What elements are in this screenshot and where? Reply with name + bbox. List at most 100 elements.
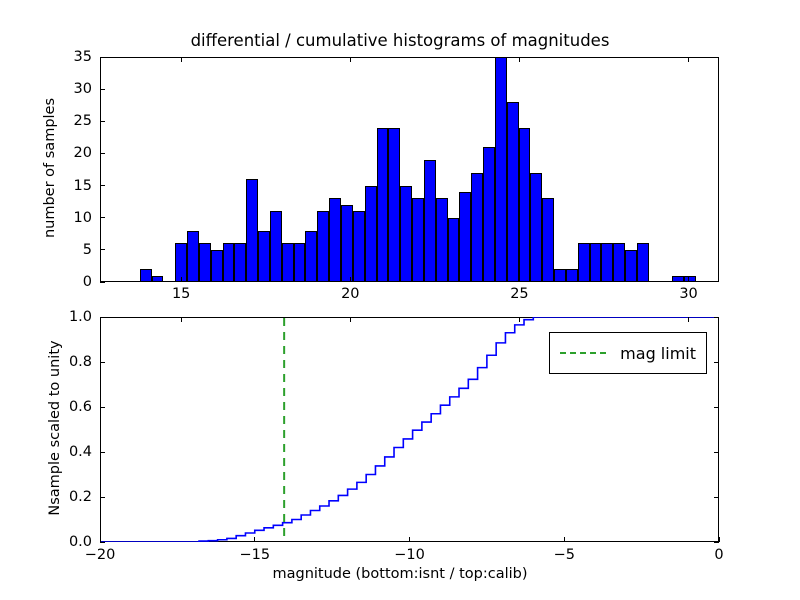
bottom-ytick-mark <box>100 316 105 318</box>
histogram-bar <box>400 185 413 282</box>
legend-label: mag limit <box>620 343 696 363</box>
histogram-bar <box>459 192 472 282</box>
histogram-bar <box>317 211 330 282</box>
histogram-bar <box>518 127 531 282</box>
bottom-top-axis-tick-mark <box>349 317 351 322</box>
histogram-bar <box>364 185 377 282</box>
bottom-ytick-mark-right <box>714 541 719 543</box>
histogram-bar <box>672 275 685 282</box>
bottom-ytick-mark-right <box>714 406 719 408</box>
histogram-bar <box>198 243 211 282</box>
histogram-bar <box>412 198 424 282</box>
top-ytick-label: 35 <box>73 49 92 65</box>
top-ytick-mark <box>100 217 105 219</box>
histogram-bar <box>577 243 590 282</box>
histogram-bar <box>341 204 353 282</box>
histogram-bar <box>222 243 235 282</box>
bottom-xtick-mark <box>99 537 101 542</box>
top-ytick-label: 0 <box>82 274 92 290</box>
bottom-ytick-label: 0.0 <box>68 534 92 550</box>
bottom-ytick-mark-right <box>714 496 719 498</box>
top-xtick-mark <box>180 57 182 62</box>
histogram-bar <box>636 243 649 282</box>
top-ytick-mark <box>100 152 105 154</box>
top-xtick-label: 15 <box>171 286 191 302</box>
histogram-bar <box>352 211 365 282</box>
bottom-ytick-mark <box>100 406 105 408</box>
top-xtick-mark <box>349 57 351 62</box>
bottom-ytick-label: 0.8 <box>68 354 92 370</box>
bottom-top-axis-tick-mark <box>688 317 690 322</box>
histogram-bar <box>281 243 294 282</box>
bottom-xtick-mark <box>563 537 565 542</box>
bottom-ytick-label: 1.0 <box>68 309 92 325</box>
histogram-bar <box>151 275 164 282</box>
histogram-bar <box>376 127 389 282</box>
histogram-bar <box>329 198 341 282</box>
top-xtick-mark <box>180 277 182 282</box>
top-xtick-mark <box>518 277 520 282</box>
top-ytick-label: 25 <box>73 113 92 130</box>
histogram-bar <box>625 249 637 282</box>
cumulative-curve-plot <box>100 317 719 542</box>
top-xtick-label: 30 <box>679 286 698 302</box>
top-ytick-label: 5 <box>82 241 92 258</box>
histogram-bar <box>494 57 507 282</box>
histogram-bar <box>246 179 259 282</box>
top-ytick-label: 20 <box>73 145 92 162</box>
histogram-bar <box>139 269 152 282</box>
histogram-bar <box>471 172 484 282</box>
bottom-xtick-label: 0 <box>714 547 724 563</box>
top-ytick-mark <box>100 120 105 122</box>
bottom-ytick-mark <box>100 451 105 453</box>
top-panel-axes <box>100 57 719 282</box>
bottom-top-axis-tick-mark <box>180 317 182 322</box>
histogram-bar <box>506 102 519 282</box>
histogram-bar <box>388 127 401 282</box>
histogram-bar <box>530 172 543 282</box>
histogram-bar <box>187 230 199 282</box>
bottom-ytick-label: 0.6 <box>68 399 92 415</box>
histogram-bar <box>483 147 495 282</box>
top-ytick-label: 15 <box>73 177 92 194</box>
top-xtick-mark <box>688 57 690 62</box>
bottom-ytick-mark-right <box>714 316 719 318</box>
bottom-xtick-label: −15 <box>239 547 271 563</box>
top-ytick-mark <box>100 56 105 58</box>
histogram-bar <box>210 249 223 282</box>
bottom-xtick-label: −5 <box>553 547 575 563</box>
bottom-xtick-mark <box>718 537 720 542</box>
legend-dash-swatch <box>560 352 607 354</box>
bottom-ytick-mark <box>100 496 105 498</box>
top-ytick-label: 10 <box>73 209 92 226</box>
legend[interactable]: mag limit <box>549 332 707 374</box>
top-ytick-mark <box>100 88 105 90</box>
histogram-bar <box>447 217 460 282</box>
histogram-bar <box>435 198 448 282</box>
histogram-bar <box>269 211 282 282</box>
bottom-ytick-label: 0.4 <box>68 444 92 460</box>
histogram-bar <box>234 243 247 282</box>
top-ytick-mark <box>100 281 105 283</box>
histogram-bar <box>258 230 270 282</box>
histogram-bars <box>100 57 719 282</box>
top-xtick-label: 20 <box>341 286 360 302</box>
bottom-panel-xlabel: magnitude (bottom:isnt / top:calib) <box>272 566 528 582</box>
bottom-panel-ylabel: Nsample scaled to unity <box>47 340 63 516</box>
histogram-bar <box>542 198 555 282</box>
bottom-panel-axes: mag limit <box>100 317 719 542</box>
bottom-xtick-mark <box>254 537 256 542</box>
histogram-bar <box>589 243 602 282</box>
histogram-bar <box>684 275 697 282</box>
top-ytick-mark <box>100 249 105 251</box>
bottom-xtick-label: −10 <box>394 547 425 563</box>
histogram-bar <box>305 230 318 282</box>
histogram-bar <box>565 269 578 282</box>
histogram-bar <box>293 243 306 282</box>
top-ytick-label: 30 <box>73 81 92 98</box>
top-xtick-mark <box>518 57 520 62</box>
chart-title: differential / cumulative histograms of … <box>190 31 610 50</box>
top-xtick-mark <box>688 277 690 282</box>
bottom-top-axis-tick-mark <box>518 317 520 322</box>
